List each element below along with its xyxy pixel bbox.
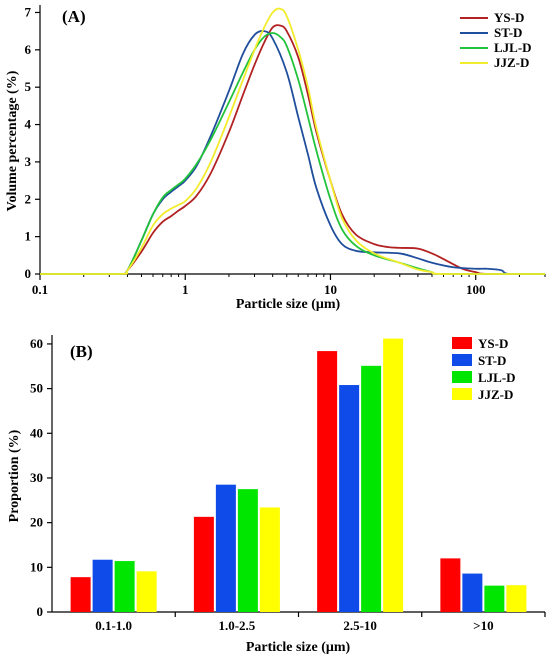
panel-a-y-tick-label: 5 [25,79,32,94]
panel-b-legend-swatch [452,354,472,366]
panel-b-bars [70,338,527,612]
panel-b-bar-ys-d [193,516,214,612]
panel-b-legend-swatch [452,371,472,383]
panel-a-y-tick-label: 7 [25,4,32,19]
panel-a-y-tick-label: 4 [25,117,32,132]
panel-b-bar-st-d [462,573,483,612]
panel-a-series-line-ljl-d [39,32,545,275]
panel-a-x-tick-label: 1 [182,282,189,297]
panel-a-line-chart: (A) Volume percentage (%) Particle size … [5,4,546,312]
panel-b-x-tick-label: 1.0-2.5 [218,618,255,633]
panel-a-legend-label: JJZ-D [494,55,529,70]
panel-b-legend: YS-D ST-D LJL-D JJZ-D [452,336,516,402]
panel-b-bar-jjz-d [383,338,404,612]
panel-b-legend-swatch [452,388,472,400]
panel-a-series-line-st-d [39,30,545,275]
panel-a-x-tick-label: 100 [466,282,486,297]
panel-b-bar-st-d [339,385,360,612]
panel-a-legend-label: YS-D [494,10,524,25]
panel-b-y-tick-label: 60 [30,336,43,351]
panel-a-legend-label: ST-D [494,25,522,40]
panel-b-legend-label: LJL-D [478,370,516,385]
panel-b-legend-label: YS-D [478,336,508,351]
panel-b-bar-jjz-d [259,507,280,612]
panel-b-label: (B) [70,342,93,361]
panel-b-y-tick-label: 50 [30,381,43,396]
panel-a-y-tick-label: 6 [25,42,32,57]
panel-a-x-axis-title: Particle size (μm) [236,297,341,312]
panel-b-bar-st-d [215,484,236,612]
panel-b-y-tick-label: 10 [30,559,43,574]
panel-b-y-tick-label: 40 [30,425,43,440]
panel-b-bar-ljl-d [484,585,505,612]
panel-b-bar-jjz-d [136,571,157,612]
panel-b-bar-ljl-d [114,561,135,612]
panel-a-series-lines [39,7,545,275]
panel-b-y-tick-label: 0 [37,604,44,619]
panel-b-legend-label: JJZ-D [478,387,513,402]
panel-b-x-axis-title: Particle size (μm) [246,640,351,655]
panel-b-y-axis-title: Proportion (%) [7,429,22,522]
panel-b-x-tick-label: >10 [473,618,493,633]
panel-a-series-line-ys-d [39,24,545,275]
panel-b-bar-ys-d [70,577,91,612]
panel-b-y-tick-label: 30 [30,470,43,485]
panel-a-legend-label: LJL-D [494,40,532,55]
panel-b-x-tick-label: 0.1-1.0 [95,618,132,633]
panel-a-x-tick-label: 0.1 [32,282,48,297]
panel-a-y-tick-label: 3 [25,154,32,169]
panel-a-y-tick-label: 1 [25,229,32,244]
panel-b-bar-ljl-d [361,365,382,612]
panel-b-bar-st-d [92,559,113,612]
panel-b-x-tick-label: 2.5-10 [343,618,377,633]
panel-b-y-tick-label: 20 [30,515,43,530]
panel-b-bar-ys-d [440,558,461,612]
panel-a-y-axis-title: Volume percentage (%) [5,70,20,211]
panel-b-legend-label: ST-D [478,353,506,368]
panel-b-legend-swatch [452,337,472,349]
panel-b-bar-ljl-d [237,489,258,612]
panel-a-y-tick-label: 0 [25,266,32,281]
panel-b-bar-ys-d [317,351,338,612]
panel-b-bar-chart: (B) Proportion (%) Particle size (μm) 0 1… [7,335,546,655]
panel-a-label: (A) [62,7,86,26]
panel-a-x-tick-label: 10 [324,282,337,297]
panel-b-bar-jjz-d [506,585,527,612]
panel-a-series-line-jjz-d [39,7,545,275]
panel-a-y-tick-label: 2 [25,191,32,206]
